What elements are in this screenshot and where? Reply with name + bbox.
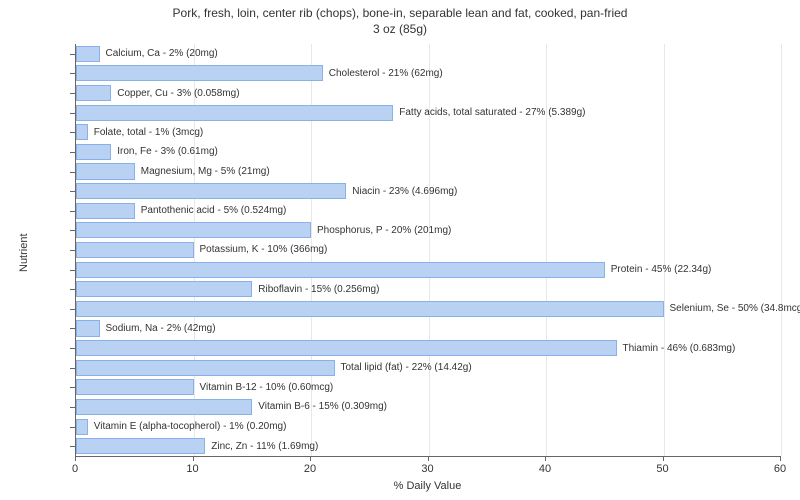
nutrient-bar-label: Total lipid (fat) - 22% (14.42g)	[341, 360, 472, 376]
y-tick	[70, 93, 75, 94]
nutrient-bar-label: Thiamin - 46% (0.683mg)	[623, 340, 736, 356]
nutrient-bar-label: Iron, Fe - 3% (0.61mg)	[117, 144, 218, 160]
nutrient-bar	[76, 203, 135, 219]
nutrient-bar-label: Vitamin E (alpha-tocopherol) - 1% (0.20m…	[94, 419, 287, 435]
y-tick	[70, 73, 75, 74]
y-tick	[70, 211, 75, 212]
nutrient-bar	[76, 144, 111, 160]
chart-title-line2: 3 oz (85g)	[0, 22, 800, 36]
nutrient-bar-label: Calcium, Ca - 2% (20mg)	[106, 46, 218, 62]
x-tick	[75, 456, 76, 461]
plot-area: Calcium, Ca - 2% (20mg) Cholesterol - 21%…	[75, 44, 781, 457]
y-tick	[70, 348, 75, 349]
x-tick	[193, 456, 194, 461]
x-tick-label: 10	[186, 463, 198, 475]
y-tick	[70, 250, 75, 251]
nutrient-bar	[76, 46, 100, 62]
gridline	[664, 44, 665, 456]
nutrient-bar	[76, 301, 664, 317]
x-tick-label: 50	[656, 463, 668, 475]
nutrient-bar	[76, 124, 88, 140]
nutrient-bar	[76, 320, 100, 336]
y-tick	[70, 328, 75, 329]
y-tick	[70, 407, 75, 408]
nutrient-bar-label: Zinc, Zn - 11% (1.69mg)	[211, 438, 318, 454]
chart-title-line1: Pork, fresh, loin, center rib (chops), b…	[0, 6, 800, 20]
nutrient-bar-label: Vitamin B-12 - 10% (0.60mcg)	[200, 379, 334, 395]
x-tick-label: 60	[774, 463, 786, 475]
nutrient-bar	[76, 438, 205, 454]
nutrient-bar	[76, 379, 194, 395]
nutrient-bar-label: Protein - 45% (22.34g)	[611, 262, 712, 278]
y-tick	[70, 54, 75, 55]
nutrient-bar	[76, 85, 111, 101]
nutrient-bar	[76, 399, 252, 415]
y-tick	[70, 172, 75, 173]
nutrient-bar-label: Potassium, K - 10% (366mg)	[200, 242, 328, 258]
nutrient-bar-label: Folate, total - 1% (3mcg)	[94, 124, 203, 140]
nutrient-bar-label: Riboflavin - 15% (0.256mg)	[258, 281, 379, 297]
x-tick	[428, 456, 429, 461]
y-tick	[70, 230, 75, 231]
nutrient-bar	[76, 360, 335, 376]
x-tick-label: 30	[421, 463, 433, 475]
x-tick-label: 0	[72, 463, 78, 475]
nutrient-bar-label: Fatty acids, total saturated - 27% (5.38…	[399, 105, 585, 121]
x-axis-label: % Daily Value	[75, 480, 780, 492]
y-tick	[70, 387, 75, 388]
y-tick	[70, 446, 75, 447]
y-tick	[70, 289, 75, 290]
x-tick-label: 40	[539, 463, 551, 475]
y-tick	[70, 191, 75, 192]
nutrient-bar	[76, 242, 194, 258]
y-tick	[70, 270, 75, 271]
y-tick	[70, 368, 75, 369]
x-tick	[780, 456, 781, 461]
nutrient-bar-label: Niacin - 23% (4.696mg)	[352, 183, 457, 199]
nutrition-chart: Pork, fresh, loin, center rib (chops), b…	[0, 0, 800, 500]
nutrient-bar	[76, 105, 393, 121]
nutrient-bar-label: Copper, Cu - 3% (0.058mg)	[117, 85, 239, 101]
nutrient-bar-label: Selenium, Se - 50% (34.8mcg)	[670, 301, 800, 317]
nutrient-bar	[76, 262, 605, 278]
x-tick-label: 20	[304, 463, 316, 475]
gridline	[781, 44, 782, 456]
nutrient-bar-label: Magnesium, Mg - 5% (21mg)	[141, 163, 270, 179]
nutrient-bar-label: Vitamin B-6 - 15% (0.309mg)	[258, 399, 387, 415]
y-tick	[70, 427, 75, 428]
nutrient-bar	[76, 281, 252, 297]
nutrient-bar	[76, 340, 617, 356]
y-tick	[70, 309, 75, 310]
nutrient-bar	[76, 163, 135, 179]
y-tick	[70, 113, 75, 114]
y-tick	[70, 152, 75, 153]
x-tick	[663, 456, 664, 461]
nutrient-bar-label: Cholesterol - 21% (62mg)	[329, 65, 443, 81]
nutrient-bar	[76, 419, 88, 435]
y-axis-label: Nutrient	[18, 233, 30, 272]
x-tick	[310, 456, 311, 461]
x-tick	[545, 456, 546, 461]
y-tick	[70, 132, 75, 133]
nutrient-bar	[76, 222, 311, 238]
nutrient-bar	[76, 183, 346, 199]
nutrient-bar-label: Phosphorus, P - 20% (201mg)	[317, 222, 451, 238]
nutrient-bar-label: Sodium, Na - 2% (42mg)	[106, 320, 216, 336]
nutrient-bar-label: Pantothenic acid - 5% (0.524mg)	[141, 203, 287, 219]
nutrient-bar	[76, 65, 323, 81]
